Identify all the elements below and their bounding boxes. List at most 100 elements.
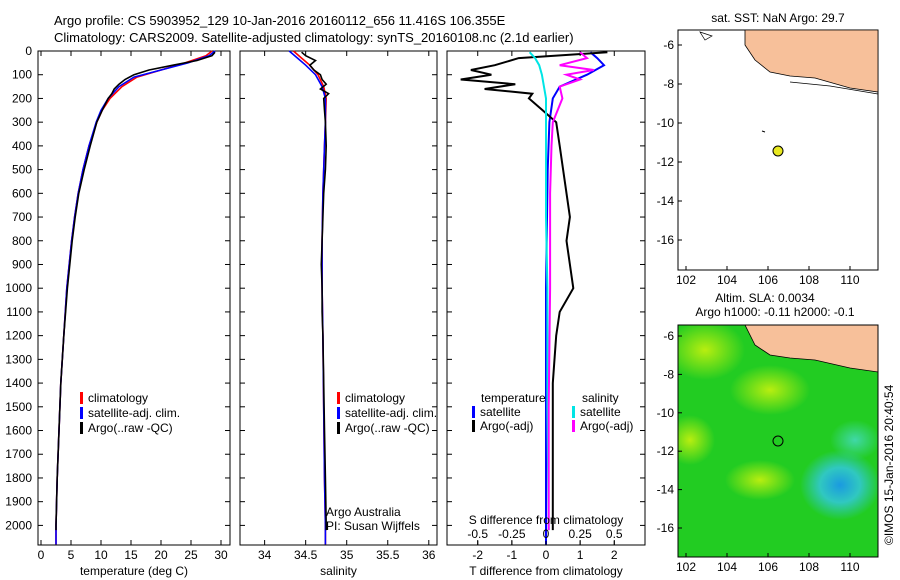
x-tick-label: 35 [340,548,354,562]
land-java [744,29,879,93]
series-t-satellite [545,51,606,545]
series-argo [301,51,330,531]
map-y-tick-label: -10 [657,116,675,130]
title-line-1: Argo profile: CS 5903952_129 10-Jan-2016… [54,13,506,28]
s-diff-xlabel: S difference from climatology [469,513,624,527]
sst-map: sat. SST: NaN Argo: 29.7 102 104 106 108 110… [657,11,879,287]
x-tick-label: -1 [507,548,518,562]
series-climatology [292,50,328,545]
x-tick-label: 35.5 [376,548,400,562]
map-x-tick-label: 106 [758,560,778,574]
salinity-panel [239,50,438,546]
legend-swatch [80,392,83,404]
series-argo [55,51,216,531]
series-t-argo-adj- [460,51,608,531]
legend-temp-title: temperature [481,391,546,405]
legend-label: satellite-adj. clim. [345,406,437,420]
map-y-tick-label: -6 [663,329,674,343]
x-tick-label: 30 [214,548,228,562]
x2-tick-label: -0.25 [498,527,526,541]
y-tick-label: 700 [12,210,32,224]
map-y-tick-label: -6 [663,38,674,52]
x-tick-label: -2 [472,548,483,562]
y-tick-label: 400 [12,139,32,153]
annotation: PI: Susan Wijffels [326,519,420,533]
x-tick-label: 5 [68,548,75,562]
legend-swatch [80,422,83,434]
legend-swatch [472,420,475,432]
series-satellite-adj-clim- [55,50,216,545]
y-tick-label: 0 [25,44,32,58]
x-tick-label: 15 [124,548,138,562]
salinity-xlabel: salinity [320,564,357,578]
map-y-tick-label: -8 [663,367,674,381]
x-tick-label: 1 [577,548,584,562]
legend-label: climatology [88,391,148,405]
argo-location-marker-sla [772,435,784,447]
x2-tick-label: 0.5 [606,527,623,541]
series-s-argo-adj- [547,51,594,531]
y-tick-label: 1300 [5,352,32,366]
y-tick-label: 1700 [5,447,32,461]
y-tick-label: 100 [12,68,32,82]
y-tick-label: 1600 [5,424,32,438]
legend-label: satellite [580,405,621,419]
y-tick-label: 1800 [5,471,32,485]
y-tick-label: 2000 [5,518,32,532]
map-x-tick-label: 108 [799,560,819,574]
y-tick-label: 900 [12,257,32,271]
imos-credit: ©IMOS 15-Jan-2016 20:40:54 [882,384,896,545]
y-tick-label: 1000 [5,281,32,295]
map-x-tick-label: 102 [676,273,696,287]
map-x-tick-label: 110 [840,560,859,574]
y-tick-label: 200 [12,91,32,105]
legend-swatch [80,407,83,419]
y-tick-label: 500 [12,163,32,177]
legend-label: Argo(-adj) [480,419,533,433]
temperature-xlabel: temperature (deg C) [80,564,188,578]
sla-map-title-1: Altim. SLA: 0.0034 [715,291,815,305]
legend-swatch [572,406,575,418]
legend-sal-title: salinity [582,391,619,405]
sst-map-title: sat. SST: NaN Argo: 29.7 [711,11,845,25]
y-tick-label: 1200 [5,329,32,343]
x2-tick-label: 0.25 [568,527,592,541]
map-y-tick-label: -14 [657,194,675,208]
y-tick-label: 300 [12,115,32,129]
land-java-sla [744,325,878,373]
legend-label: satellite-adj. clim. [88,406,180,420]
legend-label: Argo(..raw -QC) [345,421,430,435]
legend-swatch [337,407,340,419]
series-climatology [55,50,213,545]
map-y-tick-label: -12 [657,444,675,458]
map-y-tick-label: -12 [657,155,675,169]
map-x-tick-label: 108 [799,273,819,287]
x-tick-label: 10 [94,548,108,562]
annotation: Argo Australia [326,505,401,519]
x-tick-label: 25 [184,548,198,562]
argo-location-marker [772,145,784,157]
difference-xlabel: T difference from climatology [469,564,623,578]
map-y-tick-label: -10 [657,406,675,420]
map-x-tick-label: 110 [840,273,859,287]
map-x-tick-label: 106 [758,273,778,287]
y-tick-label: 1900 [5,495,32,509]
temperature-panel [37,50,231,546]
map-x-tick-label: 104 [717,560,737,574]
x-tick-label: 0 [543,548,550,562]
y-tick-label: 1100 [6,305,32,319]
map-x-tick-label: 104 [717,273,737,287]
series-satellite-adj-clim- [288,50,327,545]
x-tick-label: 2 [611,548,618,562]
x-tick-label: 34 [258,548,272,562]
map-y-tick-label: -14 [657,483,675,497]
map-y-tick-label: -8 [663,77,674,91]
series-s-satellite [528,51,550,531]
title-line-2: Climatology: CARS2009. Satellite-adjuste… [54,30,574,45]
y-tick-label: 800 [12,234,32,248]
legend-swatch [337,392,340,404]
legend-label: Argo(-adj) [580,419,633,433]
x-tick-label: 0 [38,548,45,562]
